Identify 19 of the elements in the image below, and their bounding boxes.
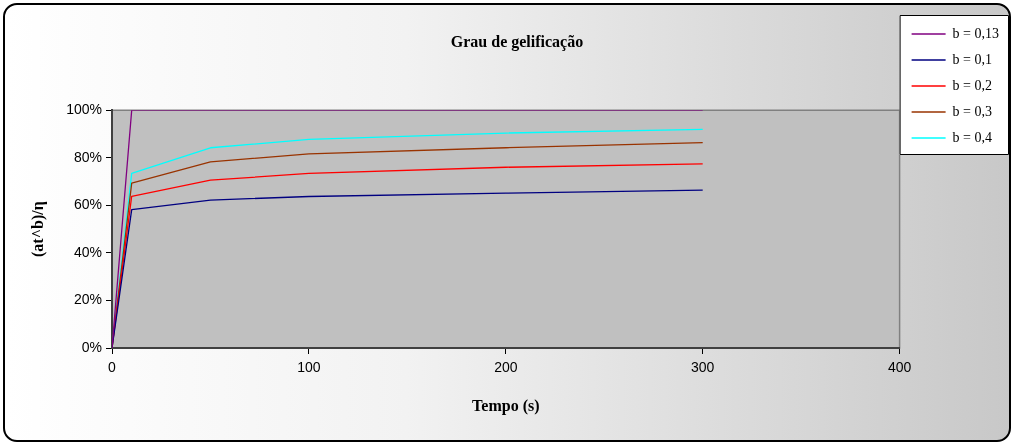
x-tick-label: 100 xyxy=(297,359,321,376)
y-tick-label: 0% xyxy=(81,338,103,355)
y-tick-label: 40% xyxy=(73,243,103,260)
y-axis-title: (at^b)/η xyxy=(28,201,47,257)
legend-label: b = 0,2 xyxy=(952,77,993,93)
x-tick-label: 400 xyxy=(887,359,912,376)
legend-label: b = 0,13 xyxy=(952,25,1000,41)
legend-label: b = 0,1 xyxy=(952,51,993,67)
y-tick-label: 60% xyxy=(73,196,103,213)
legend-label: b = 0,4 xyxy=(952,129,993,145)
y-tick-label: 80% xyxy=(73,148,103,165)
y-tick-label: 20% xyxy=(73,291,103,308)
x-axis-title: Tempo (s) xyxy=(472,396,540,415)
y-tick-label: 100% xyxy=(66,101,103,118)
x-tick-label: 300 xyxy=(691,359,715,376)
x-tick-label: 0 xyxy=(108,359,117,376)
x-tick-label: 200 xyxy=(494,359,518,376)
chart-title: Grau de gelificação xyxy=(450,32,584,51)
legend-label: b = 0,3 xyxy=(952,103,993,119)
